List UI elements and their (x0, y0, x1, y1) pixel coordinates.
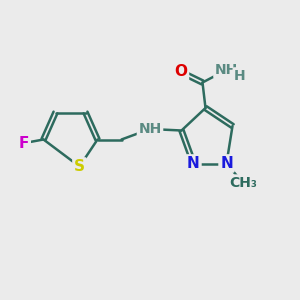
Text: CH₃: CH₃ (229, 176, 257, 190)
Text: O: O (174, 64, 188, 80)
Text: H: H (234, 69, 246, 83)
Text: N: N (220, 156, 233, 171)
Text: NH: NH (215, 63, 238, 77)
Text: F: F (19, 136, 29, 151)
Text: S: S (74, 159, 85, 174)
Text: NH: NH (138, 122, 162, 136)
Text: N: N (187, 156, 200, 171)
